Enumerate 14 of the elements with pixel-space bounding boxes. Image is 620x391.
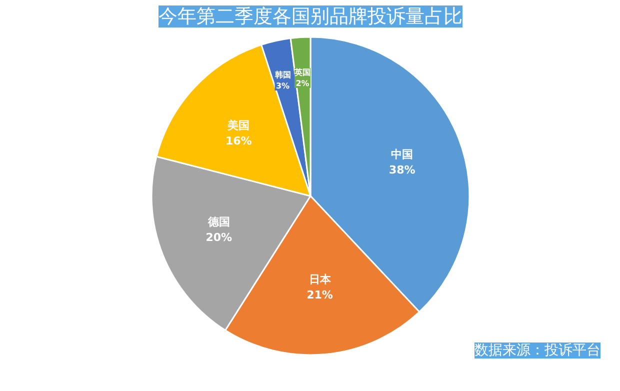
slice-label: 美国 <box>226 118 250 132</box>
slice-label: 中国 <box>391 148 414 161</box>
source-note: 数据来源：投诉平台 <box>474 342 600 358</box>
data-label: 20% <box>206 231 232 244</box>
slice-label: 英国 <box>294 68 311 78</box>
data-label: 38% <box>388 164 416 177</box>
data-label: 21% <box>306 288 333 302</box>
data-label: 16% <box>225 134 252 148</box>
slice-label: 韩国 <box>274 70 291 80</box>
chart-title: 今年第二季度各国别品牌投诉量占比 <box>158 6 462 28</box>
data-label: 3% <box>276 82 290 91</box>
data-label: 2% <box>296 78 310 88</box>
slice-label: 日本 <box>308 272 332 286</box>
slice-label: 德国 <box>206 215 230 228</box>
